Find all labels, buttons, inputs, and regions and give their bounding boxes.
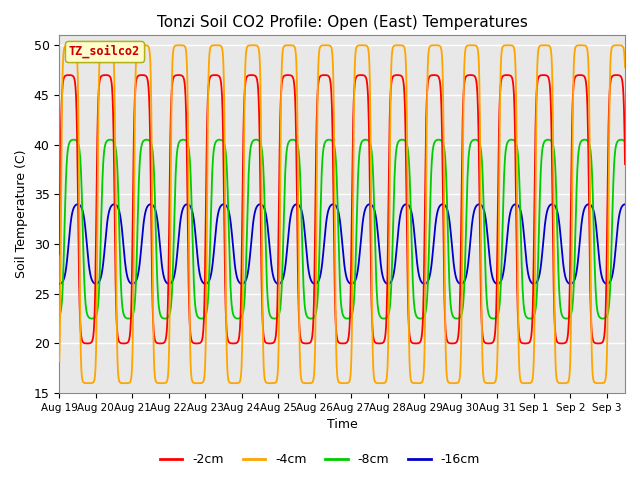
- Y-axis label: Soil Temperature (C): Soil Temperature (C): [15, 150, 28, 278]
- Legend: TZ_soilco2: TZ_soilco2: [65, 41, 143, 62]
- X-axis label: Time: Time: [327, 419, 358, 432]
- Title: Tonzi Soil CO2 Profile: Open (East) Temperatures: Tonzi Soil CO2 Profile: Open (East) Temp…: [157, 15, 527, 30]
- Legend: -2cm, -4cm, -8cm, -16cm: -2cm, -4cm, -8cm, -16cm: [155, 448, 485, 471]
